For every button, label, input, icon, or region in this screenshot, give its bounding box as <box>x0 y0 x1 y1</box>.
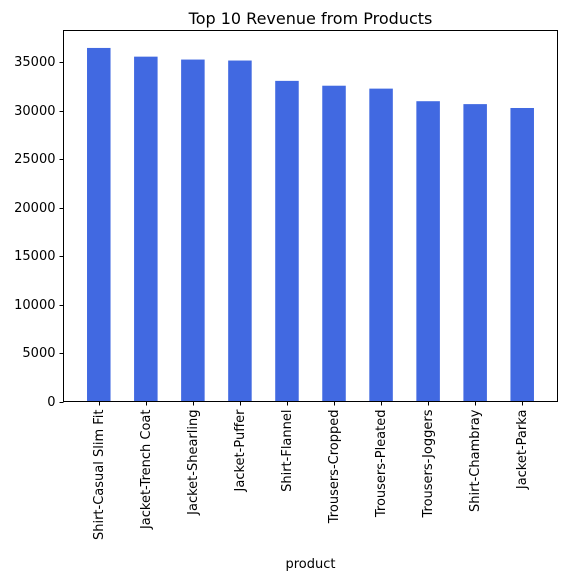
bar-3 <box>228 60 252 402</box>
x-tick-label-0: Shirt-Casual Slim Fit <box>92 410 107 541</box>
y-tick-label-3: 15000 <box>14 249 55 264</box>
y-tick-label-2: 10000 <box>14 298 55 313</box>
y-tick-label-1: 5000 <box>22 346 55 361</box>
y-tick-label-7: 35000 <box>14 55 55 70</box>
bar-8 <box>463 104 487 402</box>
bar-6 <box>369 88 393 402</box>
x-tick-label-9: Jacket-Parka <box>515 410 530 491</box>
y-tick-label-6: 30000 <box>14 104 55 119</box>
x-tick-label-4: Shirt-Flannel <box>280 410 295 492</box>
x-tick-label-6: Trousers-Pleated <box>374 410 389 519</box>
x-tick-label-5: Trousers-Cropped <box>327 410 342 525</box>
y-tick-label-4: 20000 <box>14 201 55 216</box>
bar-0 <box>87 47 111 402</box>
x-tick-label-1: Jacket-Trench Coat <box>139 410 154 531</box>
x-tick-label-2: Jacket-Shearling <box>186 410 201 516</box>
x-tick-label-7: Trousers-Joggers <box>421 409 436 518</box>
bar-2 <box>181 59 205 402</box>
bar-4 <box>275 80 299 402</box>
bar-9 <box>510 107 534 402</box>
x-tick-label-8: Shirt-Chambray <box>468 409 483 512</box>
x-tick-label-3: Jacket-Puffer <box>233 409 248 493</box>
plot-frame <box>63 30 558 402</box>
y-tick-label-5: 25000 <box>14 152 55 167</box>
bar-5 <box>322 85 346 402</box>
chart-title: Top 10 Revenue from Products <box>188 9 433 28</box>
y-tick-label-0: 0 <box>47 395 55 410</box>
bar-7 <box>416 101 440 402</box>
x-axis: Shirt-Casual Slim Fit Jacket-Trench Coat J… <box>92 401 530 541</box>
bar-1 <box>134 56 158 402</box>
y-axis: 0 5000 10000 15000 20000 25000 30000 35000 <box>14 55 64 410</box>
x-axis-label: product <box>285 557 335 572</box>
bars-group <box>87 47 534 402</box>
